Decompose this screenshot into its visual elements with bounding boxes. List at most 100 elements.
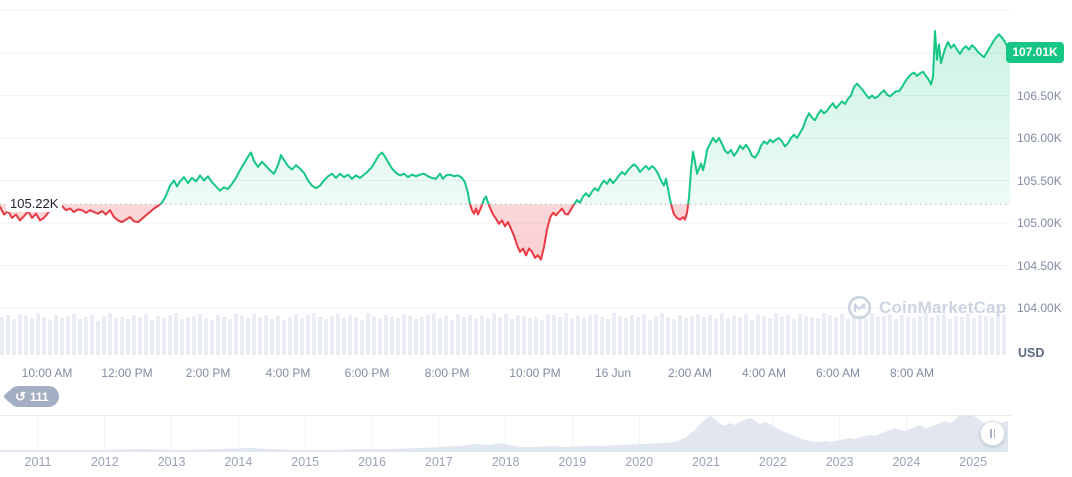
volume-bar	[738, 317, 742, 355]
volume-bar	[768, 318, 772, 355]
volume-bar	[774, 313, 778, 355]
volume-bar	[624, 318, 628, 355]
time-axis-label: 4:00 PM	[265, 366, 311, 380]
volume-bar	[732, 316, 736, 355]
volume-bar	[684, 318, 688, 355]
area-fill-up	[0, 30, 1010, 205]
volume-bar	[210, 320, 214, 355]
volume-bar	[300, 318, 304, 355]
volume-bar	[642, 314, 646, 355]
volume-bar	[24, 316, 28, 355]
volume-bar	[600, 317, 604, 355]
price-axis-label: 104.50K	[1017, 258, 1062, 273]
year-axis-label: 2024	[892, 455, 921, 469]
volume-bar	[558, 317, 562, 355]
volume-bar	[510, 319, 514, 355]
volume-bar	[42, 317, 46, 355]
volume-bar	[390, 317, 394, 355]
price-axis: 106.50K 106.00K 105.50K 105.00K 104.50K 104.0…	[1010, 0, 1072, 358]
volume-bar	[114, 318, 118, 355]
volume-bar	[108, 313, 112, 355]
volume-bar	[396, 318, 400, 355]
price-chart-canvas[interactable]	[0, 0, 1010, 358]
volume-bar	[408, 316, 412, 355]
time-axis-label: 10:00 PM	[509, 366, 561, 380]
volume-bar	[468, 315, 472, 355]
volume-bar	[474, 319, 478, 355]
year-axis-label: 2014	[224, 455, 253, 469]
volume-bar	[966, 313, 970, 355]
volume-bar	[708, 315, 712, 355]
timeline-navigator[interactable]	[0, 415, 1012, 453]
volume-bar	[924, 313, 928, 355]
baseline-price-label: 105.22K	[6, 194, 63, 212]
volume-bar	[270, 319, 274, 355]
price-axis-label: 105.50K	[1017, 173, 1062, 188]
volume-bar	[816, 318, 820, 355]
price-axis-label: 106.00K	[1017, 131, 1062, 145]
timeline-navigator-chart[interactable]	[0, 415, 1012, 453]
volume-bar	[120, 317, 124, 355]
volume-bar	[570, 319, 574, 355]
volume-bar	[198, 314, 202, 355]
volume-bar	[18, 314, 22, 355]
volume-bar	[972, 318, 976, 355]
volume-bar	[618, 316, 622, 355]
year-axis-label: 2025	[959, 455, 988, 469]
volume-bar	[372, 316, 376, 355]
price-axis-label: 105.00K	[1017, 216, 1062, 230]
coinmarketcap-watermark: CoinMarketCap	[847, 295, 1006, 320]
time-axis-label: 8:00 AM	[889, 366, 935, 380]
volume-bar	[594, 314, 598, 355]
year-axis-label: 2020	[625, 455, 654, 469]
volume-bar	[360, 320, 364, 355]
volume-bar	[234, 313, 238, 355]
volume-bar	[582, 318, 586, 355]
volume-bar	[846, 319, 850, 355]
volume-bar	[366, 313, 370, 355]
volume-bar	[942, 314, 946, 355]
volume-bar	[246, 318, 250, 355]
year-axis-label: 2019	[558, 455, 587, 469]
year-axis-label: 2013	[157, 455, 186, 469]
volume-bar	[420, 317, 424, 355]
year-axis-label: 2017	[424, 455, 453, 469]
volume-bar	[912, 318, 916, 355]
volume-bar	[354, 317, 358, 355]
volume-bar	[894, 319, 898, 355]
time-axis-label: 6:00 PM	[344, 366, 390, 380]
volume-bar	[828, 315, 832, 355]
year-axis-label: 2011	[24, 455, 52, 469]
navigator-resize-handle[interactable]	[980, 421, 1005, 446]
volume-bar	[168, 315, 172, 355]
price-axis-label: 106.50K	[1017, 88, 1062, 103]
volume-bar	[54, 315, 58, 355]
volume-bar	[516, 315, 520, 355]
time-axis-label: 16 Jun	[594, 366, 632, 380]
volume-bar	[864, 318, 868, 355]
navigator-history-area	[0, 415, 1008, 452]
volume-bar	[630, 315, 634, 355]
currency-unit-label: USD	[1018, 346, 1045, 360]
volume-bar	[204, 318, 208, 355]
volume-bar	[264, 315, 268, 355]
volume-bar	[30, 318, 34, 355]
volume-bar	[102, 316, 106, 355]
volume-bar	[678, 315, 682, 355]
volume-bar	[606, 319, 610, 355]
area-fill-down	[0, 204, 689, 260]
volume-bar	[696, 314, 700, 355]
volume-bar	[318, 317, 322, 355]
volume-bar	[660, 313, 664, 355]
volume-bar	[444, 316, 448, 355]
volume-bar	[462, 317, 466, 355]
history-count-badge: ↺ 111	[8, 386, 59, 407]
volume-bar	[948, 319, 952, 355]
volume-bar	[174, 313, 178, 355]
price-axis-label: 104.00K	[1017, 301, 1062, 315]
volume-bar	[870, 313, 874, 355]
time-axis-label: 6:00 AM	[815, 366, 861, 380]
volume-bar	[876, 317, 880, 355]
volume-bar	[456, 314, 460, 355]
volume-bar	[858, 315, 862, 355]
